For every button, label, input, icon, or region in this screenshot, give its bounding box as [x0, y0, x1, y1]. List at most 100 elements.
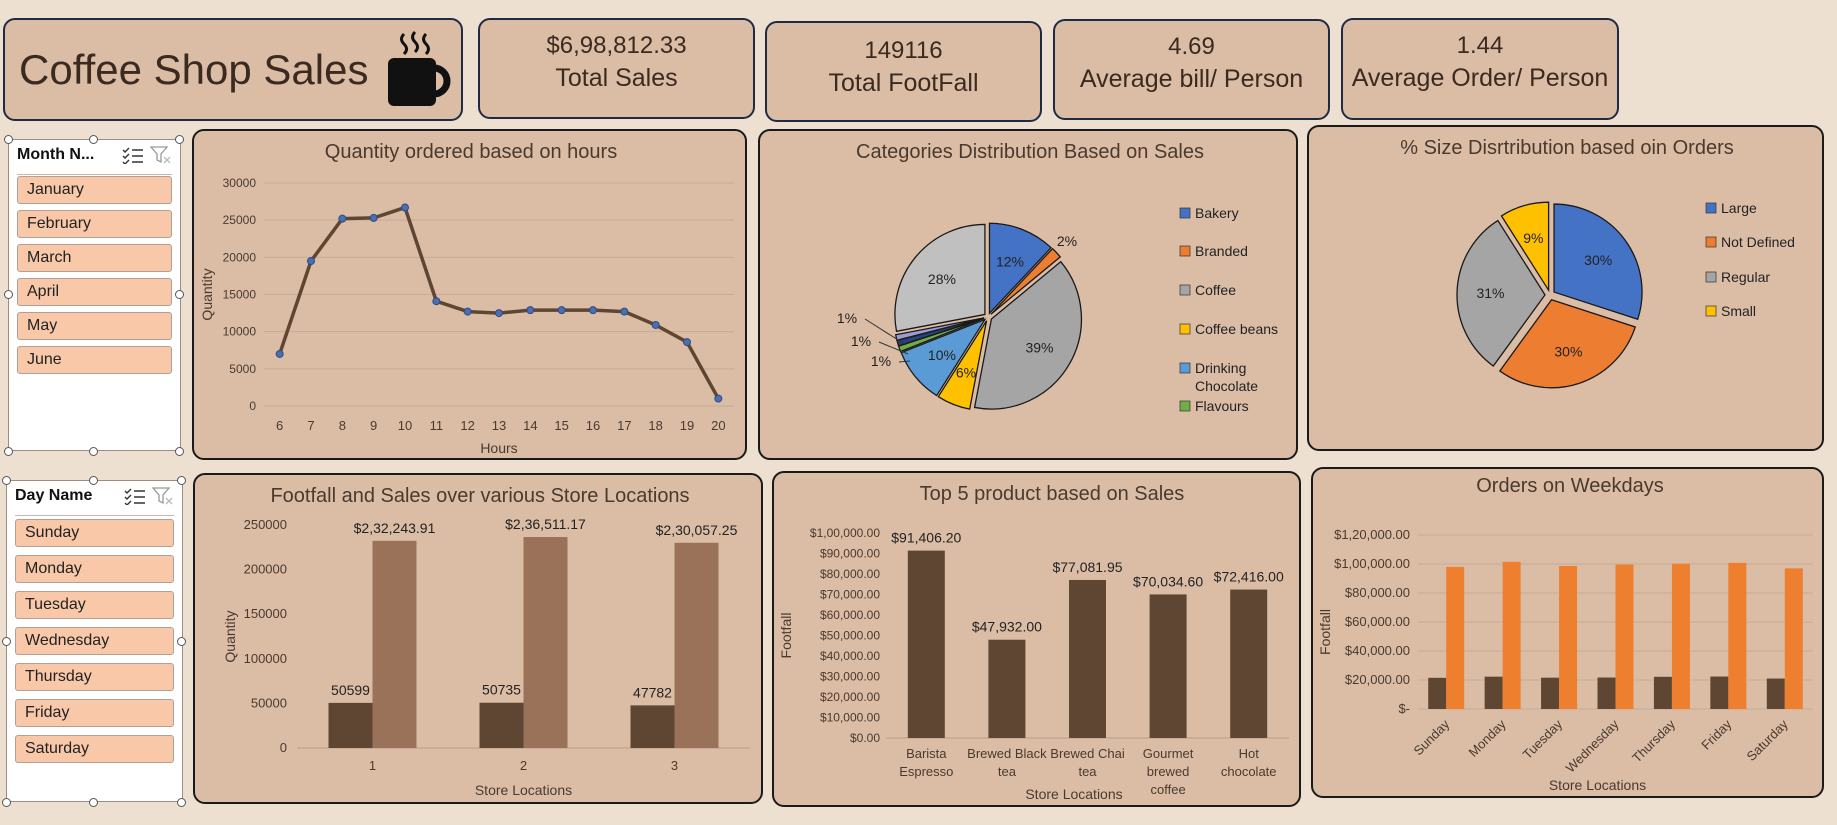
- pie-slice: [937, 320, 988, 410]
- x-tick-label: 11: [430, 418, 444, 433]
- slicer-item-march[interactable]: March: [17, 244, 172, 272]
- title-card: Coffee Shop Sales: [3, 18, 463, 121]
- legend-swatch: [1179, 284, 1191, 296]
- y-tick-label: $-: [1398, 701, 1410, 716]
- data-point: [651, 320, 660, 329]
- slicer-item-april[interactable]: April: [17, 278, 172, 306]
- x-tick-label: brewed: [1147, 764, 1190, 779]
- slicer-item-february[interactable]: February: [17, 210, 172, 238]
- slicer-title: Day Name: [15, 487, 93, 504]
- x-tick-label: 17: [617, 418, 631, 433]
- slice-label: 39%: [1025, 339, 1053, 355]
- kpi-label: Average bill/ Person: [1079, 65, 1304, 93]
- bar: [479, 702, 524, 748]
- y-axis-label: Footfall: [778, 613, 794, 659]
- data-label: $2,32,243.91: [354, 520, 436, 536]
- y-tick-label: $30,000.00: [820, 670, 880, 684]
- legend-label: Chocolate: [1195, 378, 1258, 394]
- month-slicer[interactable]: Month N... January February March April …: [8, 139, 181, 451]
- resize-handle[interactable]: [89, 798, 98, 807]
- slicer-item-saturday[interactable]: Saturday: [15, 735, 174, 763]
- x-tick-label: 2: [520, 758, 527, 773]
- kpi-value: 4.69: [1168, 33, 1215, 60]
- legend-label: Drinking: [1195, 360, 1246, 376]
- slicer-item-sunday[interactable]: Sunday: [15, 519, 174, 547]
- legend-label: Flavours: [1195, 398, 1249, 414]
- slicer-item-tuesday[interactable]: Tuesday: [15, 591, 174, 619]
- x-tick-label: 19: [680, 418, 694, 433]
- clear-filter-icon[interactable]: [152, 487, 174, 505]
- bar: [1559, 566, 1578, 709]
- legend-swatch: [1179, 362, 1191, 374]
- y-tick-label: $40,000.00: [1345, 643, 1410, 658]
- slicer-item-january[interactable]: January: [17, 176, 172, 204]
- data-label: $2,30,057.25: [656, 522, 738, 538]
- bar: [1597, 677, 1616, 709]
- x-tick-label: 18: [648, 418, 662, 433]
- resize-handle[interactable]: [175, 290, 184, 299]
- x-tick-label: Sunday: [1411, 716, 1453, 758]
- slicer-item-wednesday[interactable]: Wednesday: [15, 627, 174, 655]
- bar: [1069, 579, 1106, 738]
- x-tick-label: 15: [554, 418, 568, 433]
- panel-weekdays-bar: Orders on Weekdays $- $20,000.00 $40,000.00…: [1311, 467, 1824, 798]
- data-point: [338, 214, 347, 223]
- multi-select-icon[interactable]: [124, 487, 146, 505]
- bar: [372, 540, 417, 748]
- slicer-item-friday[interactable]: Friday: [15, 699, 174, 727]
- x-axis-label: Store Locations: [1549, 777, 1646, 793]
- kpi-total-sales: $6,98,812.33 Total Sales: [478, 18, 755, 119]
- y-tick-label: $1,00,000.00: [1334, 556, 1410, 571]
- y-axis-label: Footfall: [1317, 609, 1333, 655]
- bar: [523, 537, 568, 748]
- bar: [1149, 594, 1187, 738]
- y-tick-label: $20,000.00: [820, 690, 880, 704]
- kpi-total-footfall: 149116 Total FootFall: [765, 21, 1042, 122]
- series-line: [278, 205, 720, 400]
- bar: [907, 550, 945, 738]
- slicer-item-monday[interactable]: Monday: [15, 555, 174, 583]
- resize-handle[interactable]: [175, 135, 184, 144]
- slice-label: 2%: [1057, 233, 1077, 249]
- x-tick-label: 7: [307, 418, 314, 433]
- slicer-header: Month N...: [9, 140, 180, 170]
- slicer-item-june[interactable]: June: [17, 346, 172, 374]
- y-tick-label: 0: [249, 399, 256, 413]
- resize-handle[interactable]: [4, 447, 13, 456]
- y-tick-label: 30000: [223, 176, 257, 190]
- resize-handle[interactable]: [177, 637, 186, 646]
- resize-handle[interactable]: [2, 798, 11, 807]
- legend-label: Not Defined: [1721, 234, 1795, 250]
- slice-label: 28%: [928, 271, 956, 287]
- resize-handle[interactable]: [89, 476, 98, 485]
- multi-select-icon[interactable]: [122, 146, 144, 164]
- resize-handle[interactable]: [2, 637, 11, 646]
- x-tick-label: Wednesday: [1563, 716, 1622, 775]
- page-title: Coffee Shop Sales: [19, 45, 369, 93]
- x-tick-label: 1: [369, 758, 376, 773]
- panel-size-pie: % Size Disrtribution based oin Orders 30%…: [1307, 125, 1824, 451]
- resize-handle[interactable]: [175, 447, 184, 456]
- resize-handle[interactable]: [177, 798, 186, 807]
- slicer-header: Day Name: [7, 481, 182, 511]
- leader-line: [898, 360, 911, 363]
- resize-handle[interactable]: [89, 447, 98, 456]
- clear-filter-icon[interactable]: [150, 146, 172, 164]
- data-point: [307, 257, 315, 266]
- pie-slice: [1500, 201, 1550, 293]
- legend-swatch: [1705, 271, 1717, 283]
- y-axis-label: Quantity: [222, 610, 238, 662]
- slicer-item-thursday[interactable]: Thursday: [15, 663, 174, 691]
- resize-handle[interactable]: [4, 135, 13, 144]
- y-tick-label: $0.00: [850, 731, 880, 745]
- bar: [630, 705, 675, 748]
- resize-handle[interactable]: [4, 290, 13, 299]
- bar: [1446, 566, 1465, 709]
- data-point: [620, 307, 629, 316]
- data-label: $91,406.20: [891, 530, 961, 546]
- slicer-item-may[interactable]: May: [17, 312, 172, 340]
- resize-handle[interactable]: [2, 476, 11, 485]
- day-slicer[interactable]: Day Name Sunday Monday Tuesday Wednesday…: [6, 480, 183, 802]
- resize-handle[interactable]: [89, 135, 98, 144]
- resize-handle[interactable]: [177, 476, 186, 485]
